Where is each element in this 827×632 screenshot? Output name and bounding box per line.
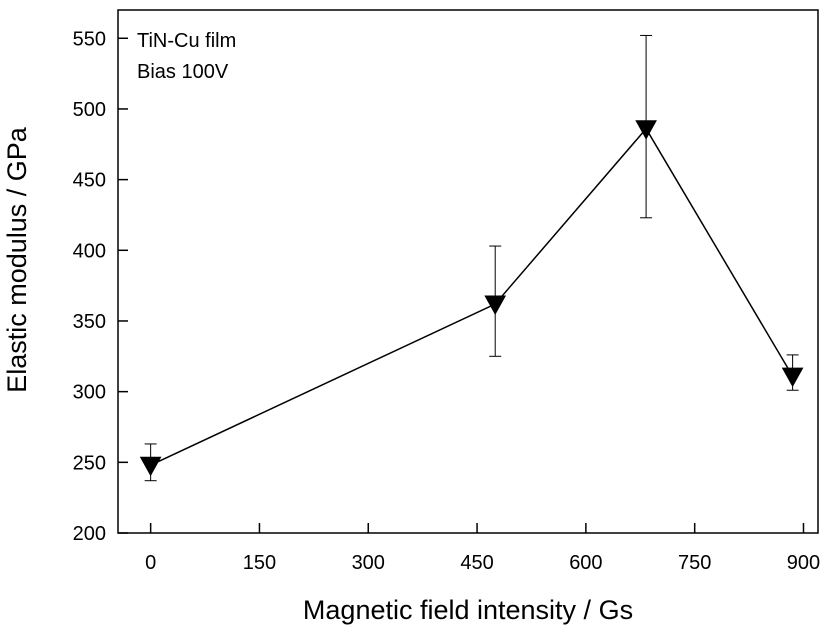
x-tick-label: 600 — [569, 552, 602, 574]
x-axis-ticks: 0 150 300 450 600 750 900 — [145, 523, 820, 574]
y-tick-label: 200 — [73, 523, 106, 545]
x-tick-label: 0 — [145, 552, 156, 574]
data-point-marker — [781, 367, 804, 388]
y-axis-title: Elastic modulus / GPa — [2, 126, 32, 393]
error-bars — [144, 34, 799, 482]
x-tick-label: 900 — [787, 552, 820, 574]
y-tick-label: 500 — [73, 99, 106, 121]
y-tick-label: 350 — [73, 311, 106, 333]
y-tick-label: 450 — [73, 170, 106, 192]
x-tick-label: 300 — [352, 552, 385, 574]
x-tick-label: 750 — [678, 552, 711, 574]
y-tick-label: 400 — [73, 240, 106, 262]
data-point-marker — [139, 456, 162, 477]
annotation-bias: Bias 100V — [137, 61, 229, 83]
data-markers — [139, 120, 804, 477]
y-tick-label: 550 — [73, 28, 106, 50]
x-tick-label: 150 — [243, 552, 276, 574]
data-point-marker — [484, 295, 507, 316]
annotation-film: TiN-Cu film — [137, 30, 236, 52]
series-line — [150, 127, 794, 466]
data-point-marker — [635, 120, 657, 140]
series-line-group — [150, 127, 794, 466]
y-tick-label: 300 — [73, 382, 106, 404]
plot-frame — [117, 9, 819, 534]
x-axis-title: Magnetic field intensity / Gs — [303, 595, 633, 625]
y-axis-ticks: 200 250 300 350 400 450 500 550 — [73, 28, 128, 545]
y-tick-label: 250 — [73, 452, 106, 474]
x-tick-label: 450 — [460, 552, 493, 574]
